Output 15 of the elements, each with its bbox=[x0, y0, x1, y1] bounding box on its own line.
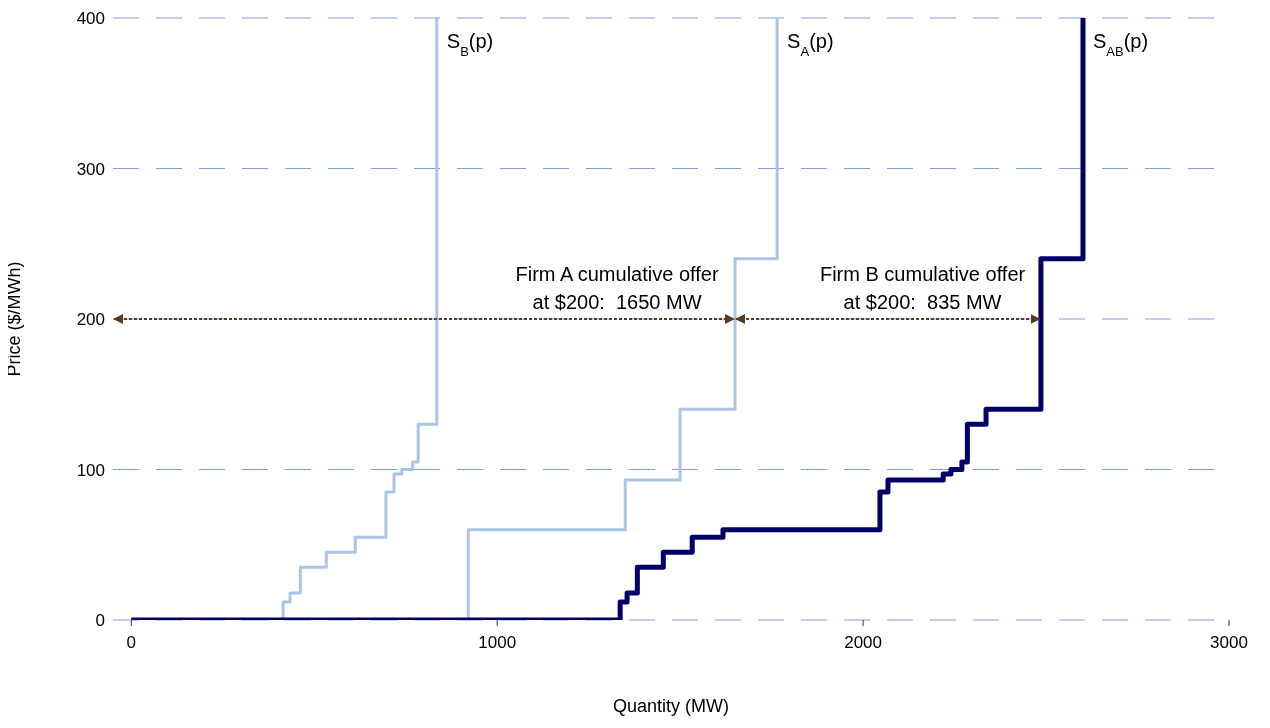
series-label: S$_{A}$(p) bbox=[787, 30, 834, 59]
annotation: Firm B cumulative offer at $200: 835 MW bbox=[819, 263, 1026, 313]
series-label: S$_{B}$(p) bbox=[446, 30, 494, 59]
x-tick-label: 0 bbox=[126, 633, 137, 653]
x-tick-label: 1000 bbox=[478, 633, 517, 653]
y-tick-label: 400 bbox=[76, 9, 105, 29]
x-tick-label: 2000 bbox=[844, 633, 883, 653]
annotation: Firm A cumulative offer at $200: 1650 MW bbox=[515, 263, 719, 313]
y-tick-label: 200 bbox=[76, 310, 105, 330]
y-tick-label: 300 bbox=[76, 159, 105, 179]
y-tick-label: 0 bbox=[95, 611, 105, 631]
y-tick-label: 100 bbox=[76, 460, 105, 480]
series-label: S$_{AB}$(p) bbox=[1093, 30, 1149, 59]
x-axis-title: Quantity (MW) bbox=[612, 696, 730, 716]
x-tick-label: 3000 bbox=[1210, 633, 1248, 653]
